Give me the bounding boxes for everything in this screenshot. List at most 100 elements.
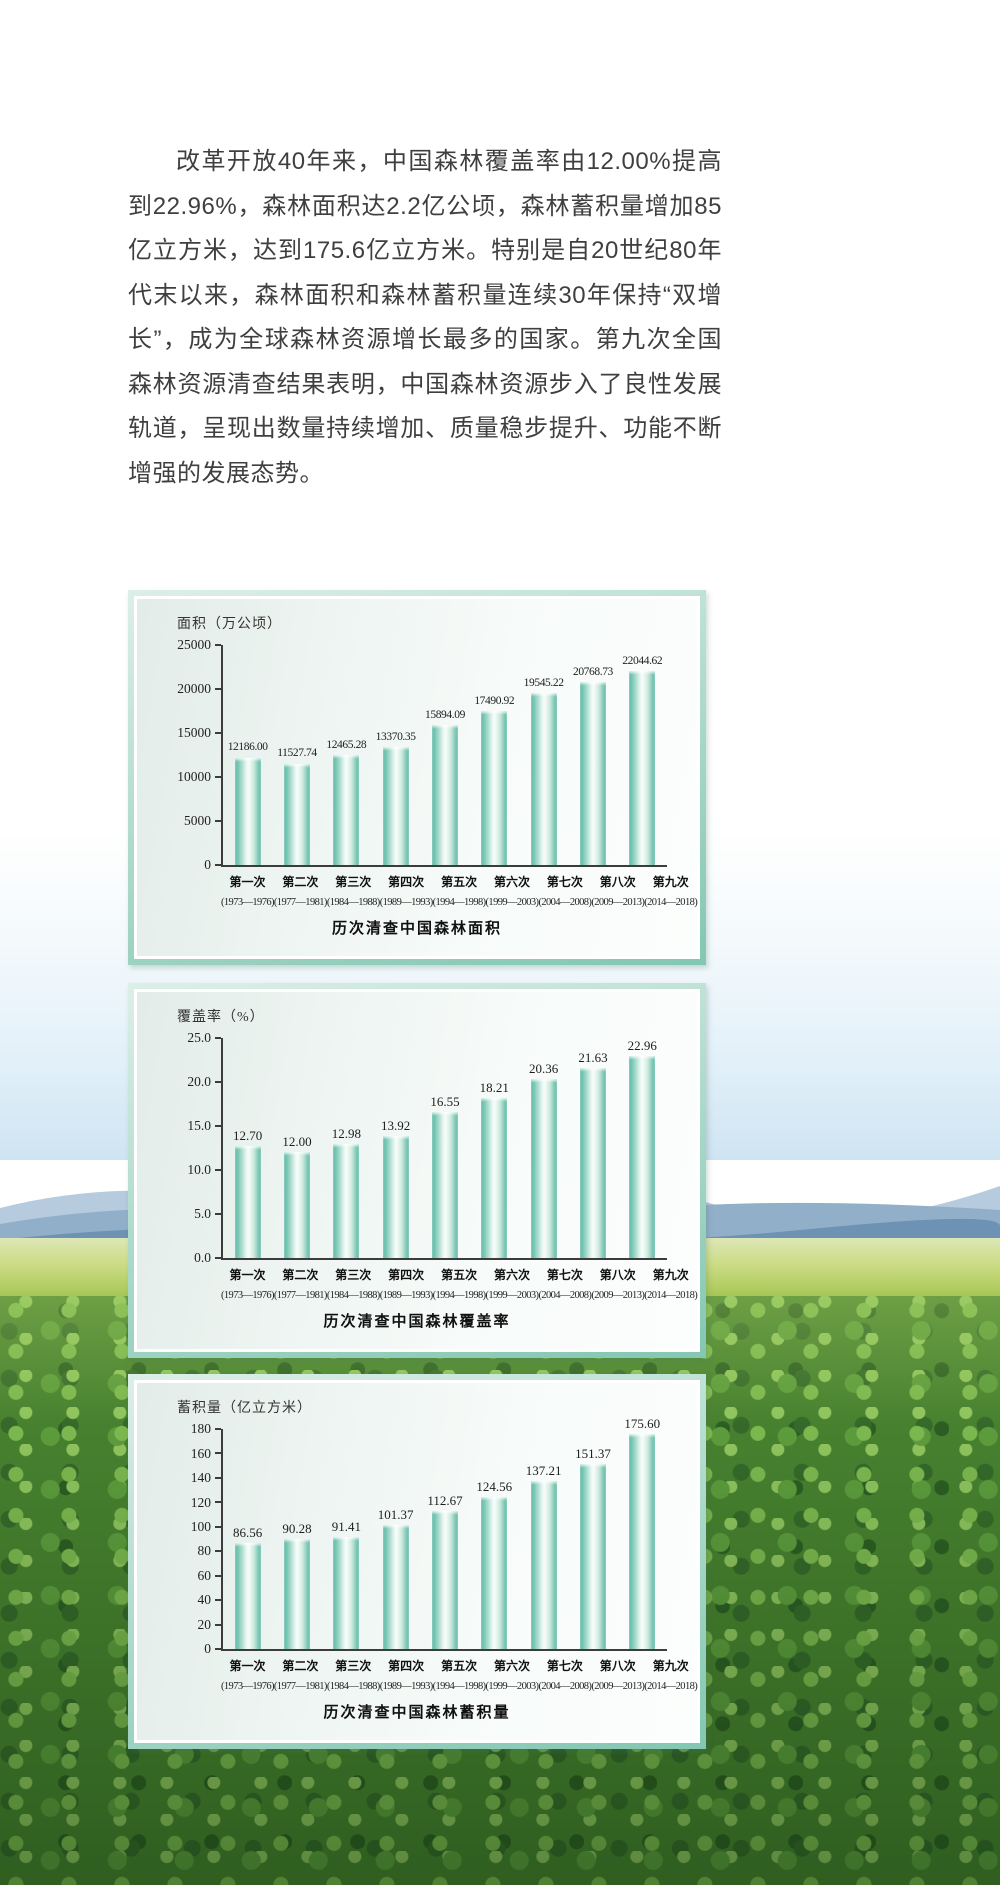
bar	[629, 1434, 656, 1649]
bar	[530, 1078, 557, 1258]
y-tick-mark	[215, 1623, 221, 1626]
x-category-years: (1989—1993)	[379, 1681, 434, 1692]
y-tick-label: 5.0	[194, 1206, 211, 1222]
x-category-years: (2014—2018)	[644, 897, 698, 908]
y-tick: 40	[151, 1593, 221, 1607]
y-axis-ticks: 25000 20000 15000 10000 5000 0	[177, 638, 667, 871]
x-category: 第五次 (1994—1998)	[432, 1266, 487, 1301]
bar-value-label: 91.41	[331, 1519, 361, 1535]
y-tick-mark	[215, 1525, 221, 1528]
bar-column: 19545.22	[519, 645, 568, 865]
y-tick-mark	[215, 1501, 221, 1504]
bar-value-label: 12186.00	[227, 741, 268, 754]
y-tick-mark	[215, 732, 221, 734]
y-tick-label: 15.0	[187, 1118, 211, 1134]
bars-group: 12186.00 11527.74 12465.28 13370.35 15894.09…	[223, 645, 667, 865]
bar	[579, 1067, 606, 1258]
y-tick-mark	[215, 1550, 221, 1553]
bar-column: 12.98	[322, 1038, 371, 1258]
y-tick-label: 20.0	[187, 1074, 211, 1090]
x-category-name: 第三次	[335, 1268, 372, 1282]
bar-column: 15894.09	[420, 645, 469, 865]
bar-column: 20.36	[519, 1038, 568, 1258]
bar-value-label: 137.21	[525, 1463, 562, 1479]
x-category-years: (1994—1998)	[432, 1681, 487, 1692]
x-category-name: 第三次	[335, 1659, 372, 1673]
x-category: 第八次 (2009—2013)	[591, 873, 645, 908]
bar-value-label: 22044.62	[622, 654, 663, 667]
x-category-name: 第六次	[493, 1659, 530, 1673]
bar-value-label: 15894.09	[425, 708, 465, 721]
x-category-years: (2014—2018)	[644, 1681, 698, 1692]
x-axis-labels: 第一次 (1973—1976) 第二次 (1977—1981) 第三次 (1984—198…	[221, 873, 698, 908]
bar-value-label: 101.37	[377, 1507, 414, 1523]
y-tick-label: 15000	[177, 725, 211, 741]
x-category-years: (1994—1998)	[432, 1290, 487, 1301]
bar-value-label: 13.92	[381, 1117, 411, 1133]
bar-value-label: 13370.35	[375, 730, 416, 743]
y-tick: 120	[151, 1495, 221, 1509]
bar-value-label: 16.55	[430, 1094, 460, 1110]
x-category-years: (1984—1988)	[326, 1681, 381, 1692]
y-tick-mark	[215, 1081, 221, 1083]
x-category-years: (1973—1976)	[221, 1681, 275, 1692]
x-category: 第三次 (1984—1988)	[326, 1266, 381, 1301]
x-category-name: 第二次	[282, 875, 319, 889]
y-tick-label: 40	[197, 1592, 212, 1608]
x-category: 第八次 (2009—2013)	[591, 1266, 645, 1301]
bar-value-label: 175.60	[624, 1416, 661, 1432]
bar-column: 13370.35	[371, 645, 420, 865]
y-tick: 10.0	[151, 1163, 221, 1177]
y-tick-mark	[215, 1213, 221, 1215]
chart-y-axis-label: 蓄积量（亿立方米）	[177, 1401, 312, 1416]
x-category-name: 第二次	[282, 1659, 319, 1673]
bar	[382, 1135, 409, 1258]
bar-column: 21.63	[568, 1038, 617, 1258]
y-tick-label: 120	[190, 1494, 211, 1510]
bar-column: 137.21	[519, 1429, 568, 1649]
y-tick-label: 160	[190, 1445, 211, 1461]
bar	[481, 1097, 508, 1258]
x-category-name: 第九次	[652, 1268, 689, 1282]
x-category: 第三次 (1984—1988)	[327, 873, 381, 908]
bar	[431, 1112, 458, 1258]
x-category-years: (1973—1976)	[221, 897, 275, 908]
x-category-name: 第一次	[229, 1659, 266, 1673]
x-category-years: (2004—2008)	[538, 897, 592, 908]
bar	[283, 763, 310, 865]
bar-value-label: 19545.22	[523, 676, 564, 689]
x-category: 第四次 (1989—1993)	[380, 1266, 434, 1301]
bar-value-label: 86.56	[233, 1525, 263, 1541]
x-axis-labels: 第一次 (1973—1976) 第二次 (1977—1981) 第三次 (1984—198…	[221, 1657, 698, 1692]
y-tick-label: 0.0	[194, 1250, 211, 1266]
y-tick-mark	[215, 776, 221, 778]
x-category-name: 第六次	[493, 875, 530, 889]
bars-group: 12.70 12.00 12.98 13.92 16.55 18.21 20.36 21.63…	[223, 1038, 667, 1258]
y-tick: 20	[151, 1618, 221, 1632]
y-tick-mark	[215, 1125, 221, 1127]
y-tick-mark	[215, 1257, 221, 1259]
chart-plot-area: 180 160 140 120 100 80 60 40 20 0 86.56 90.28 91.41…	[191, 1417, 667, 1655]
y-tick: 0.0	[151, 1251, 221, 1265]
x-category-years: (1999—2003)	[485, 897, 540, 908]
bar-value-label: 12.98	[331, 1125, 361, 1141]
x-category: 第二次 (1977—1981)	[274, 1266, 328, 1301]
x-category: 第一次 (1973—1976)	[221, 1657, 275, 1692]
bar-column: 12.70	[223, 1038, 272, 1258]
bar-column: 22.96	[618, 1038, 667, 1258]
bar	[530, 1481, 557, 1649]
chart-y-axis-label: 覆盖率（%）	[177, 1010, 265, 1025]
x-category: 第四次 (1989—1993)	[380, 873, 434, 908]
y-tick-mark	[215, 1599, 221, 1602]
x-category: 第五次 (1994—1998)	[432, 1657, 487, 1692]
chart-plot-area: 25.0 20.0 15.0 10.0 5.0 0.0 12.70 12.00 12.98 13…	[187, 1031, 667, 1264]
bar	[283, 1538, 310, 1649]
x-category-years: (1984—1988)	[326, 1290, 381, 1301]
y-tick-mark	[215, 1428, 221, 1430]
x-category-years: (2009—2013)	[591, 897, 645, 908]
y-tick: 80	[151, 1544, 221, 1558]
bar	[579, 682, 606, 865]
y-tick: 0	[151, 858, 221, 872]
bar	[629, 1055, 656, 1258]
bar	[629, 671, 656, 865]
